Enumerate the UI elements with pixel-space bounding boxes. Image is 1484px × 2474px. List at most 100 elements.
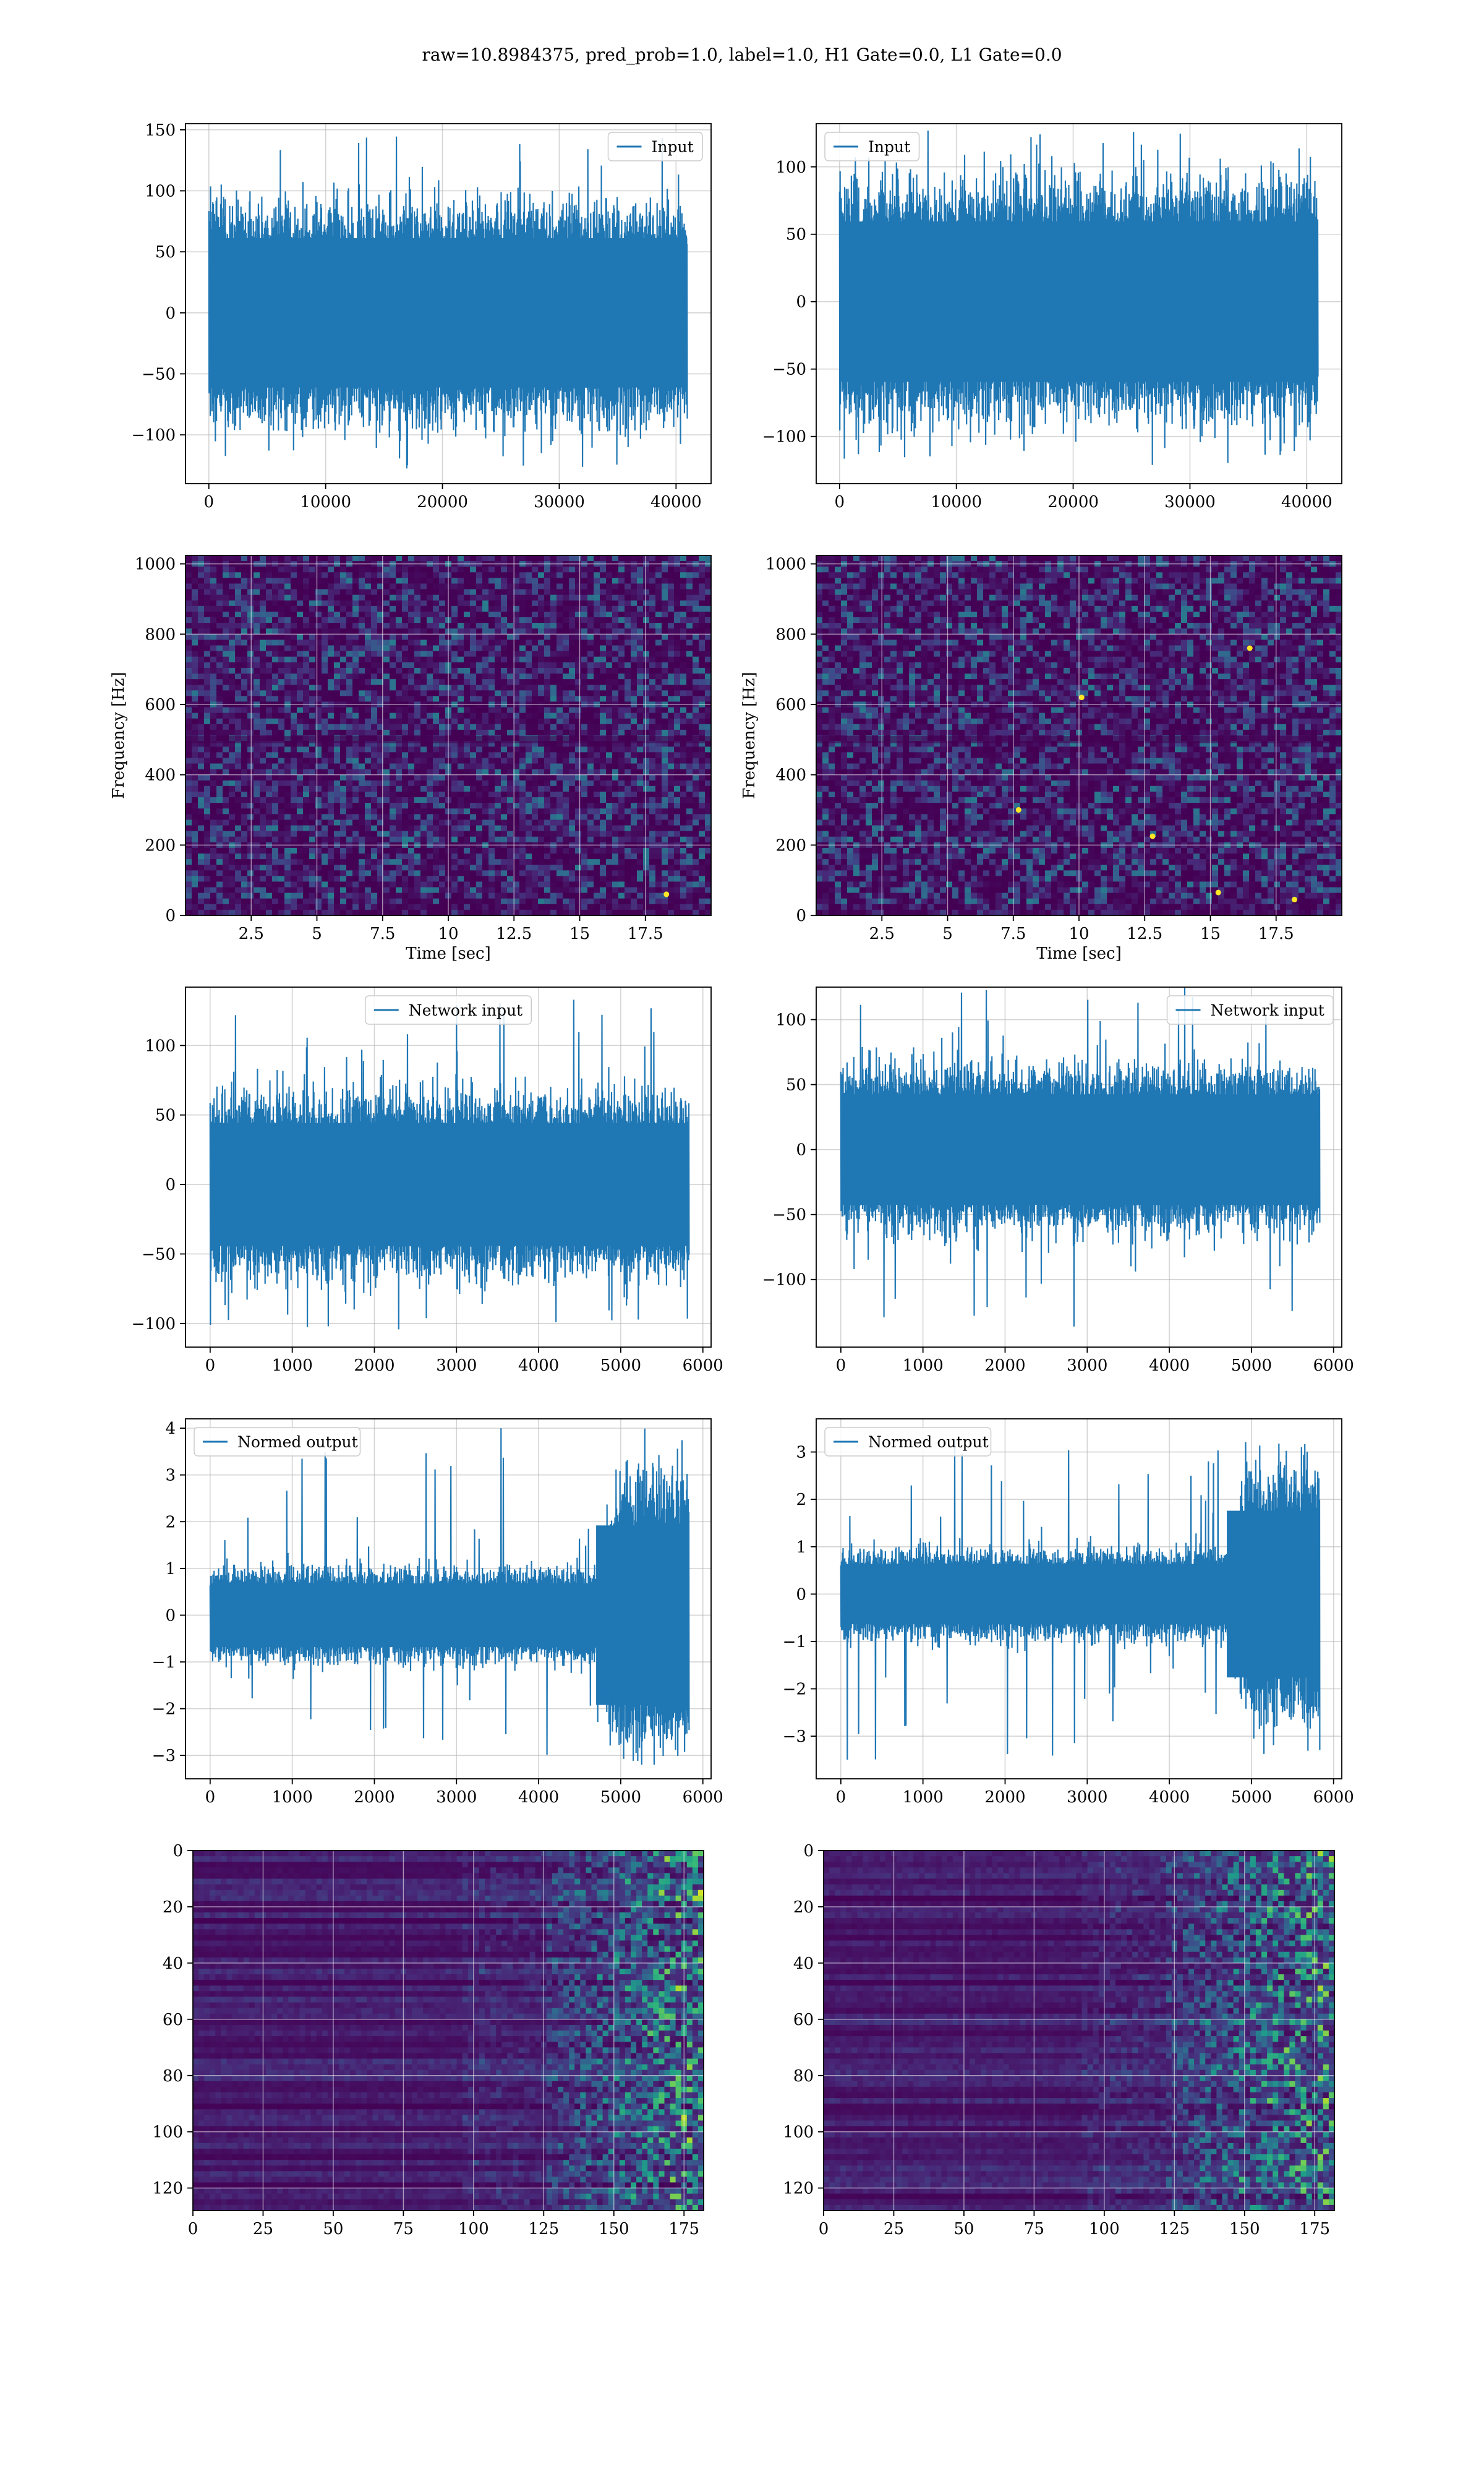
spectrogram-cell [594, 820, 600, 826]
spectrogram-cell [668, 662, 675, 669]
spectrogram-cell [526, 623, 532, 629]
spectrogram-cell [649, 600, 656, 607]
spectrogram-cell [563, 785, 569, 792]
spectrogram-cell [575, 707, 582, 714]
spectrogram-cell [291, 791, 297, 798]
spectrogram-cell [340, 763, 347, 770]
spectrogram-cell [359, 831, 365, 837]
spectrogram-cell [439, 854, 446, 860]
spectrogram-cell [513, 578, 520, 584]
spectrogram-cell [278, 876, 285, 882]
spectrogram-cell [649, 555, 656, 562]
spectrogram-cell [192, 685, 198, 691]
spectrogram-cell [501, 729, 508, 736]
spectrogram-cell [284, 600, 291, 607]
spectrogram-cell [433, 662, 440, 669]
spectrogram-cell [587, 803, 594, 809]
spectrogram-cell [563, 555, 569, 562]
spectrogram-cell [625, 803, 631, 809]
spectrogram-cell [637, 854, 644, 860]
spectrogram-cell [464, 797, 471, 803]
spectrogram-cell [569, 662, 576, 669]
spectrogram-cell [346, 724, 353, 730]
spectrogram-cell [699, 718, 706, 725]
spectrogram-cell [600, 606, 607, 612]
spectrogram-cell [192, 623, 198, 629]
spectrogram-cell [625, 724, 631, 730]
spectrogram-cell [526, 634, 532, 640]
spectrogram-cell [216, 572, 223, 578]
spectrogram-cell [284, 617, 291, 623]
spectrogram-cell [260, 758, 267, 764]
spectrogram-cell [544, 617, 551, 623]
spectrogram-cell [402, 763, 409, 770]
spectrogram-cell [309, 589, 316, 596]
spectrogram-cell [365, 876, 372, 882]
spectrogram-cell [600, 656, 607, 663]
spectrogram-cell [612, 611, 619, 618]
spectrogram-cell [668, 854, 675, 860]
spectrogram-cell [476, 865, 483, 871]
spectrogram-cell [359, 572, 365, 578]
spectrogram-cell [655, 645, 662, 652]
spectrogram-cell [476, 674, 483, 680]
spectrogram-cell [476, 600, 483, 607]
spectrogram-cell [643, 865, 650, 871]
spectrogram-cell [297, 611, 304, 618]
spectrogram-cell [631, 651, 638, 657]
spectrogram-cell [291, 752, 297, 758]
spectrogram-cell [575, 594, 582, 601]
spectrogram-cell [278, 617, 285, 623]
plot-area [816, 124, 1342, 484]
spectrogram-cell [600, 803, 607, 809]
spectrogram-cell [538, 674, 545, 680]
spectrogram-cell [594, 847, 600, 854]
spectrogram-cell [501, 836, 508, 843]
spectrogram-cell [519, 724, 526, 730]
spectrogram-cell [458, 791, 464, 798]
spectrogram-cell [501, 696, 508, 702]
spectrogram-cell [235, 836, 242, 843]
spectrogram-cell [371, 870, 378, 876]
spectrogram-cell [470, 594, 477, 601]
spectrogram-cell [223, 831, 229, 837]
spectrogram-cell [186, 583, 192, 590]
spectrogram-cell [519, 667, 526, 674]
spectrogram-cell [235, 859, 242, 865]
spectrogram-cell [284, 718, 291, 725]
spectrogram-cell [587, 583, 594, 590]
spectrogram-cell [594, 645, 600, 652]
spectrogram-cell [594, 785, 600, 792]
spectrogram-cell [291, 758, 297, 764]
spectrogram-cell [587, 662, 594, 669]
spectrogram-cell [402, 634, 409, 640]
spectrogram-cell [581, 634, 588, 640]
spectrogram-cell [600, 797, 607, 803]
spectrogram-cell [507, 769, 514, 776]
spectrogram-cell [247, 589, 254, 596]
spectrogram-cell [334, 555, 341, 562]
spectrogram-cell [439, 578, 446, 584]
spectrogram-cell [606, 752, 613, 758]
spectrogram-cell [569, 797, 576, 803]
spectrogram-cell [309, 803, 316, 809]
spectrogram-cell [272, 611, 279, 618]
spectrogram-cell [550, 572, 557, 578]
spectrogram-cell [575, 752, 582, 758]
spectrogram-cell [352, 797, 359, 803]
spectrogram-cell [705, 617, 711, 623]
spectrogram-cell [235, 707, 242, 714]
spectrogram-cell [495, 589, 501, 596]
spectrogram-cell [210, 729, 217, 736]
spectrogram-cell [600, 685, 607, 691]
spectrogram-cell [402, 645, 409, 652]
spectrogram-cell [266, 780, 273, 787]
spectrogram-cell [581, 696, 588, 702]
spectrogram-cell [383, 606, 390, 612]
spectrogram-cell [322, 611, 328, 618]
spectrogram-cell [705, 854, 711, 860]
spectrogram-cell [686, 713, 693, 719]
spectrogram-cell [519, 747, 526, 753]
spectrogram-cell [699, 667, 706, 674]
spectrogram-cell [519, 814, 526, 820]
